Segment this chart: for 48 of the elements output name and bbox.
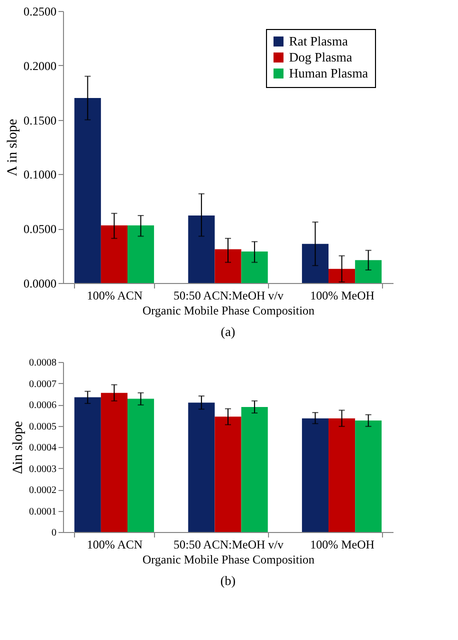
bar bbox=[355, 420, 382, 532]
text: (b) bbox=[220, 573, 236, 588]
bar bbox=[74, 397, 101, 532]
bar bbox=[355, 260, 382, 283]
legend-label: Rat Plasma bbox=[289, 34, 348, 48]
y-tick-label: 0.0005 bbox=[29, 421, 56, 432]
bar bbox=[241, 251, 268, 283]
y-tick-label: 0.0008 bbox=[29, 358, 56, 368]
y-tick-label: 0 bbox=[52, 528, 56, 538]
x-tick-label: 100% MeOH bbox=[310, 288, 375, 302]
y-tick-label: 0.0007 bbox=[29, 378, 56, 390]
bar bbox=[214, 249, 242, 283]
bar bbox=[214, 416, 242, 532]
y-tick-label: 0.2500 bbox=[24, 4, 56, 18]
y-tick-label: 0.0500 bbox=[24, 222, 56, 236]
x-axis-title: Organic Mobile Phase Composition bbox=[142, 304, 315, 318]
y-tick-label: 0.0003 bbox=[29, 464, 56, 475]
bar bbox=[100, 225, 128, 283]
legend-label: Dog Plasma bbox=[289, 50, 352, 64]
x-tick-label: 100% ACN bbox=[86, 538, 143, 552]
x-tick-label: 50:50 ACN:MeOH v/v bbox=[173, 288, 284, 302]
bar bbox=[100, 392, 128, 532]
bar bbox=[302, 244, 329, 283]
x-axis-title: Organic Mobile Phase Composition bbox=[142, 552, 315, 566]
y-tick-label: 0.0006 bbox=[29, 400, 56, 411]
bar bbox=[241, 407, 268, 532]
legend-label: Human Plasma bbox=[289, 66, 368, 80]
text: (a) bbox=[220, 324, 236, 339]
bar bbox=[127, 398, 154, 532]
y-tick-label: 0.1500 bbox=[24, 113, 56, 128]
y-tick-label: 0.0002 bbox=[29, 485, 56, 496]
y-axis-title: Δin slope bbox=[11, 421, 26, 474]
y-tick-label: 0.0001 bbox=[29, 506, 56, 518]
y-tick-label: 0.0004 bbox=[29, 442, 56, 454]
bar bbox=[188, 216, 215, 283]
bar bbox=[328, 418, 356, 532]
bar bbox=[127, 225, 154, 283]
bar bbox=[302, 418, 329, 532]
y-tick-label: 0.2000 bbox=[24, 58, 56, 73]
y-tick-label: 0.1000 bbox=[24, 168, 56, 182]
bar bbox=[74, 98, 101, 283]
y-tick-label: 0.0000 bbox=[24, 276, 56, 290]
y-axis-title: Λ in slope bbox=[6, 118, 20, 176]
x-tick-label: 100% ACN bbox=[86, 288, 143, 302]
bar bbox=[328, 268, 356, 283]
bar bbox=[188, 402, 215, 532]
x-tick-label: 50:50 ACN:MeOH v/v bbox=[173, 538, 284, 552]
x-tick-label: 100% MeOH bbox=[310, 538, 375, 552]
